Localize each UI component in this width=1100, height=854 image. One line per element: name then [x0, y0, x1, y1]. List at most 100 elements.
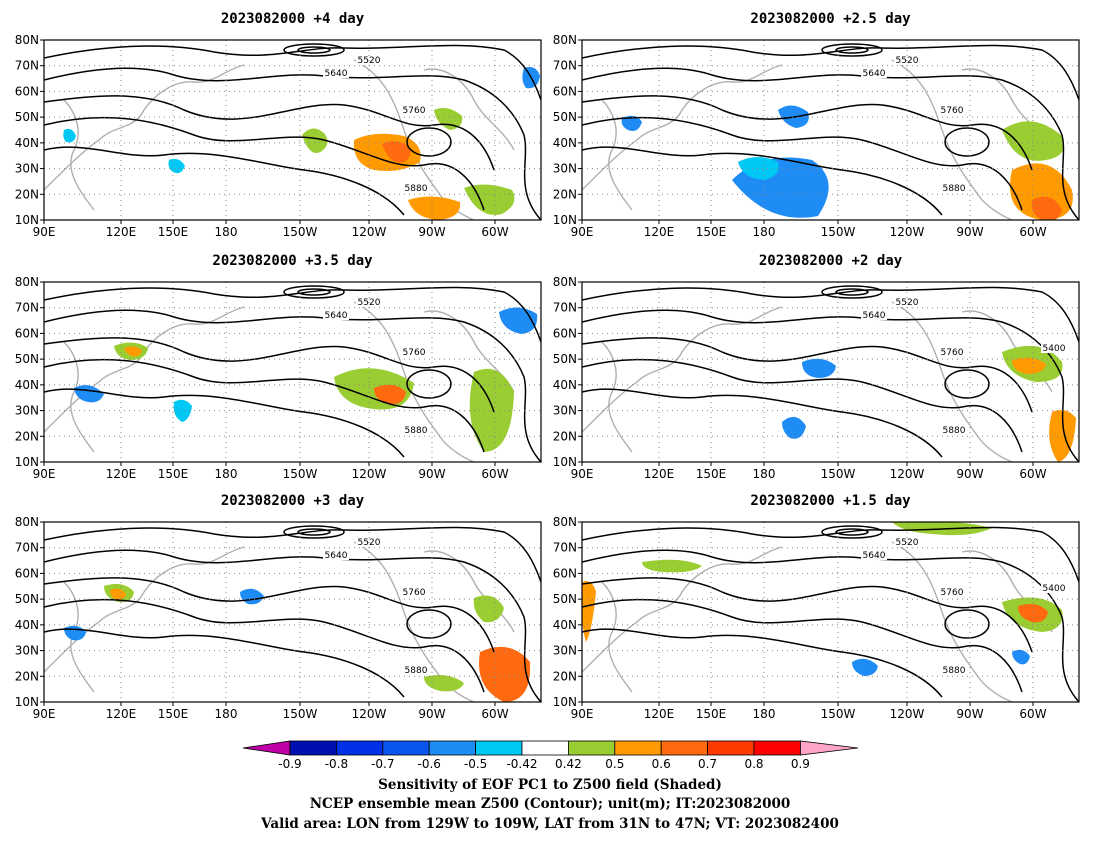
lon-tick-label: 150W [821, 467, 856, 481]
lon-tick-label: 120E [644, 467, 675, 481]
lat-tick-label: 50N [15, 352, 39, 366]
lat-tick-label: 20N [15, 669, 39, 683]
lon-tick-label: 120E [106, 707, 137, 721]
lat-tick-label: 20N [15, 187, 39, 201]
z500-contour-line [44, 67, 541, 220]
colorbar-tick-label: 0.6 [652, 757, 671, 771]
map-background [44, 522, 541, 702]
z500-contour-line [44, 598, 485, 693]
contour-label: 5760 [941, 106, 964, 116]
lat-tick-label: 60N [553, 566, 577, 580]
lat-tick-label: 50N [553, 110, 577, 124]
lat-tick-label: 60N [553, 326, 577, 340]
colorbar-swatch [382, 740, 430, 756]
lat-tick-label: 30N [15, 162, 39, 176]
caption-line-3: Valid area: LON from 129W to 109W, LAT f… [260, 816, 839, 832]
lon-tick-label: 90E [571, 225, 594, 239]
contour-label: 5760 [403, 106, 426, 116]
lat-tick-label: 60N [15, 84, 39, 98]
closed-low-contour [297, 528, 331, 536]
z500-contours [44, 44, 541, 220]
sensitivity-shade [424, 675, 464, 692]
lon-tick-label: 60W [1019, 707, 1046, 721]
z500-contour-line [44, 526, 541, 583]
lon-tick-label: 60W [481, 707, 508, 721]
colorbar-tick-label: 0.9 [791, 757, 810, 771]
gridlines [44, 282, 541, 462]
z500-contours [582, 526, 1079, 702]
sensitivity-shade [302, 128, 328, 153]
lat-tick-label: 20N [553, 187, 577, 201]
sensitivity-shade [382, 141, 411, 163]
sensitivity-shade [374, 384, 406, 405]
lon-tick-label: 150E [696, 707, 727, 721]
lon-tick-label: 120W [890, 225, 925, 239]
colorbar-swatch [614, 740, 662, 756]
lon-tick-label: 180 [753, 467, 776, 481]
colorbar: -0.9 -0.8 -0.7 -0.6 -0.5 -0.42 0.42 0.5 0.6 0.7 0.… [242, 740, 859, 771]
lat-tick-label: 10N [15, 213, 39, 227]
lon-tick-label: 180 [753, 225, 776, 239]
lon-tick-label: 90W [956, 467, 983, 481]
lon-tick-label: 150E [696, 225, 727, 239]
lon-tick-label: 60W [481, 467, 508, 481]
lat-tick-label: 60N [553, 84, 577, 98]
lat-tick-label: 10N [553, 455, 577, 469]
closed-low-contour [835, 46, 869, 54]
lat-tick-label: 70N [553, 301, 577, 315]
colorbar-swatch [475, 740, 523, 756]
colorbar-swatch [289, 740, 337, 756]
colorbar-tick-label: -0.5 [464, 757, 487, 771]
lon-tick-label: 150E [696, 467, 727, 481]
contour-label: 5880 [405, 426, 428, 436]
z500-contour-line [582, 146, 943, 216]
sensitivity-shade [1031, 196, 1062, 220]
lat-tick-label: 70N [553, 541, 577, 555]
lat-tick-label: 10N [15, 695, 39, 709]
map-panel-1: 552056405760588010N20N30N40N50N60N70N80N… [15, 11, 542, 239]
map-panel-4: 5400552056405760588010N20N30N40N50N60N70… [553, 253, 1080, 481]
z500-contour-line [44, 116, 485, 211]
map-panel-3: 552056405760588010N20N30N40N50N60N70N80N… [15, 253, 542, 481]
lat-tick-label: 70N [15, 301, 39, 315]
lat-tick-label: 80N [553, 33, 577, 47]
contour-label: 5760 [941, 588, 964, 598]
lon-tick-label: 90W [956, 707, 983, 721]
closed-low-contour [283, 43, 345, 57]
lon-tick-label: 120W [890, 707, 925, 721]
sensitivity-shade [1002, 121, 1064, 161]
contour-label: 5640 [863, 551, 886, 561]
lat-tick-label: 10N [553, 213, 577, 227]
panel-title: 2023082000 +4 day [221, 11, 365, 27]
closed-low-contour [821, 43, 883, 57]
colorbar-tick-label: -0.9 [278, 757, 301, 771]
contour-label: 5760 [403, 348, 426, 358]
z500-contour-line [582, 549, 1079, 702]
closed-contour [944, 127, 990, 157]
map-panel-5: 552056405760588010N20N30N40N50N60N70N80N… [15, 493, 542, 721]
z500-contour-line [44, 549, 541, 702]
colorbar-tick-label: 0.7 [698, 757, 717, 771]
lat-tick-label: 20N [15, 429, 39, 443]
contour-label: 5880 [405, 184, 428, 194]
lon-tick-label: 90E [33, 467, 56, 481]
lat-tick-label: 30N [553, 404, 577, 418]
lat-tick-label: 40N [15, 378, 39, 392]
contour-label: 5880 [943, 184, 966, 194]
lon-tick-label: 60W [1019, 225, 1046, 239]
lon-tick-label: 120W [352, 225, 387, 239]
colorbar-tick-label: 0.5 [605, 757, 624, 771]
lon-tick-label: 90W [418, 225, 445, 239]
panel-title: 2023082000 +1.5 day [750, 493, 911, 509]
z500-contour-line [582, 577, 1033, 653]
lat-tick-label: 50N [553, 592, 577, 606]
sensitivity-shade [1018, 604, 1048, 623]
sensitivity-shade [582, 581, 596, 642]
lat-tick-label: 70N [15, 541, 39, 555]
lon-tick-label: 120E [644, 707, 675, 721]
colorbar-swatch [521, 740, 569, 756]
z500-contour-line [44, 146, 405, 216]
contour-label: 5880 [943, 426, 966, 436]
lat-tick-label: 40N [15, 618, 39, 632]
sensitivity-shade [173, 399, 192, 422]
